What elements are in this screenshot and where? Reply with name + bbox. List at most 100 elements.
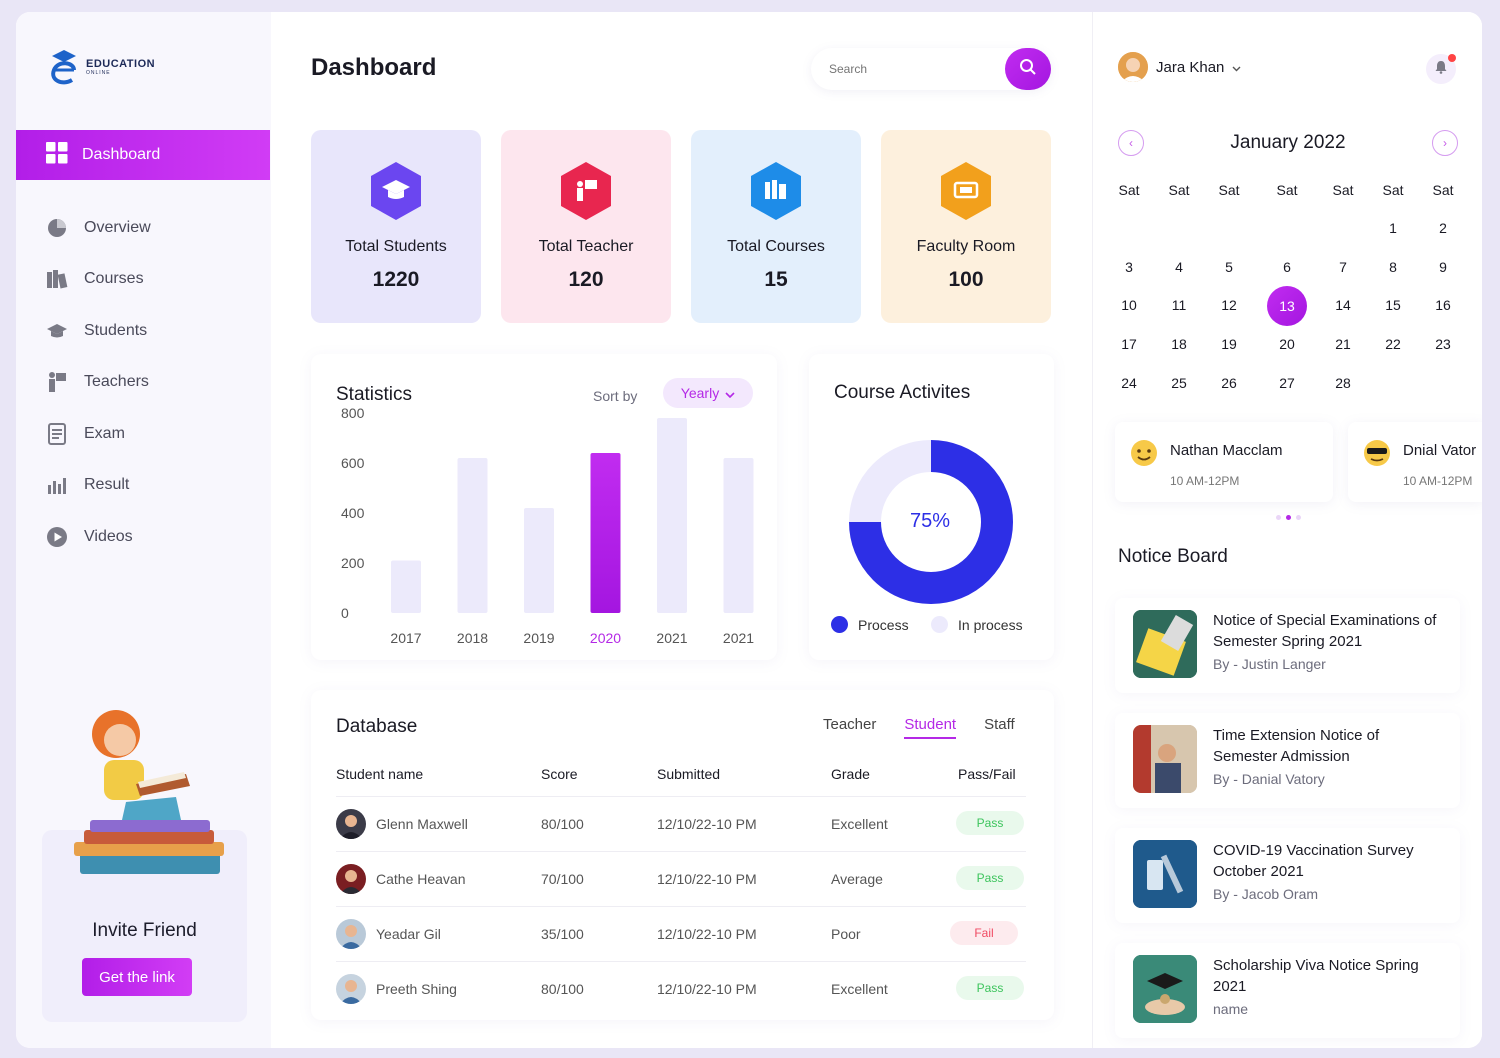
submitted: 12/10/22-10 PM — [657, 816, 757, 832]
statistics-panel: Statistics Sort by Yearly 800 600 400 200 0 2… — [311, 354, 777, 660]
table-row[interactable]: Yeadar Gil 35/100 12/10/22-10 PM Poor Fa… — [336, 906, 1026, 961]
calendar-day[interactable]: 21 — [1335, 336, 1351, 353]
tab-staff[interactable]: Staff — [984, 716, 1015, 733]
calendar-day[interactable]: 17 — [1121, 336, 1137, 353]
calendar-day[interactable]: 24 — [1121, 374, 1137, 391]
calendar-day[interactable]: 22 — [1385, 336, 1401, 353]
calendar-day[interactable]: 15 — [1385, 297, 1401, 314]
sidebar-item-overview[interactable]: Overview — [46, 202, 151, 254]
calendar-day[interactable]: 27 — [1279, 374, 1295, 391]
card-value: 1220 — [372, 268, 420, 291]
pager-dot[interactable] — [1295, 515, 1301, 520]
table-row[interactable]: Glenn Maxwell 80/100 12/10/22-10 PM Exce… — [336, 796, 1026, 851]
donut-slice-process[interactable] — [849, 440, 1013, 604]
status-badge: Pass — [956, 866, 1024, 890]
grade: Excellent — [831, 981, 888, 997]
avatar — [336, 974, 366, 1004]
sidebar-item-courses[interactable]: Courses — [46, 254, 151, 306]
bell-icon — [1435, 60, 1447, 79]
brand-sub: ONLINE — [86, 70, 111, 76]
event-card[interactable]: Nathan Macclam 10 AM-12PM — [1115, 422, 1333, 502]
weekday-label: Sat — [1382, 182, 1404, 198]
y-tick-label: 800 — [341, 405, 365, 421]
event-card[interactable]: Dnial Vator 10 AM-12PM — [1348, 422, 1482, 502]
sidebar-item-teachers[interactable]: Teachers — [46, 357, 151, 409]
calendar-day[interactable]: 11 — [1171, 297, 1187, 314]
course-activities-panel: Course Activites 75% Process In process — [809, 354, 1054, 660]
calendar-day[interactable]: 16 — [1435, 297, 1451, 314]
calendar-day[interactable]: 19 — [1221, 336, 1237, 353]
brand-name: EDUCATION — [86, 58, 156, 70]
calendar-day[interactable]: 25 — [1171, 374, 1187, 391]
weekday-label: Sat — [1332, 182, 1354, 198]
bar[interactable] — [524, 508, 554, 613]
column-header: Pass/Fail — [958, 766, 1016, 782]
pager-dot-active[interactable] — [1285, 515, 1291, 520]
calendar-day[interactable]: 8 — [1389, 258, 1397, 275]
sidebar-item-result[interactable]: Result — [46, 460, 151, 512]
user-menu[interactable]: Jara Khan — [1118, 52, 1241, 82]
calendar-day[interactable]: 23 — [1435, 336, 1451, 353]
database-panel: Database Teacher Student Staff Student n… — [311, 690, 1054, 1020]
calendar-day-selected[interactable]: 13 — [1267, 286, 1307, 327]
calendar-day[interactable]: 26 — [1221, 374, 1237, 391]
sidebar-item-students[interactable]: Students — [46, 305, 151, 357]
notice-title: Scholarship Viva Notice Spring 2021 — [1213, 957, 1419, 995]
teacher-icon — [561, 162, 611, 220]
calendar-day[interactable]: 7 — [1339, 258, 1347, 275]
notice-item[interactable]: COVID-19 Vaccination Survey October 2021… — [1115, 828, 1460, 923]
calendar-day[interactable]: 5 — [1225, 258, 1233, 275]
table-row[interactable]: Cathe Heavan 70/100 12/10/22-10 PM Avera… — [336, 851, 1026, 906]
get-link-button[interactable]: Get the link — [82, 958, 192, 996]
sidebar-item-videos[interactable]: Videos — [46, 511, 151, 563]
calendar-day[interactable]: 6 — [1283, 258, 1291, 275]
app-frame: EDUCATION ONLINE Dashboard Overview Cour… — [16, 12, 1482, 1048]
sidebar-item-exam[interactable]: Exam — [46, 408, 151, 460]
table-row[interactable]: Preeth Shing 80/100 12/10/22-10 PM Excel… — [336, 961, 1026, 1016]
student-name: Yeadar Gil — [376, 926, 441, 942]
calendar-day[interactable]: 9 — [1439, 258, 1447, 275]
calendar-day[interactable]: 20 — [1279, 336, 1295, 353]
x-tick-label: 2017 — [390, 630, 421, 646]
bar[interactable] — [457, 458, 488, 613]
stat-card-teacher[interactable]: Total Teacher 120 — [501, 130, 671, 323]
calendar-day[interactable]: 10 — [1121, 297, 1137, 314]
calendar-prev-button[interactable]: ‹ — [1118, 130, 1144, 156]
notification-button[interactable] — [1426, 54, 1456, 84]
notice-item[interactable]: Scholarship Viva Notice Spring 2021 name — [1115, 943, 1460, 1038]
logo[interactable]: EDUCATION ONLINE — [46, 48, 155, 86]
calendar-day[interactable]: 4 — [1175, 258, 1183, 275]
stat-card-courses[interactable]: Total Courses 15 — [691, 130, 861, 323]
stat-card-faculty[interactable]: Faculty Room 100 — [881, 130, 1051, 323]
course-donut-chart — [849, 440, 1013, 604]
calendar-day[interactable]: 1 — [1389, 220, 1397, 236]
statistics-bar-chart: 800 600 400 200 0 2017 2018 2019 2020 2021 2021 — [341, 405, 754, 646]
calendar-day[interactable]: 3 — [1125, 258, 1133, 275]
pager-dot[interactable] — [1275, 515, 1281, 520]
bar[interactable] — [723, 458, 754, 613]
student-name: Cathe Heavan — [376, 871, 466, 887]
calendar-next-button[interactable]: › — [1432, 130, 1458, 156]
cool-emoji-icon — [1362, 438, 1392, 468]
bar[interactable] — [657, 418, 687, 613]
sidebar-item-dashboard[interactable]: Dashboard — [16, 130, 270, 180]
search-button[interactable] — [1005, 48, 1051, 90]
submitted: 12/10/22-10 PM — [657, 981, 757, 997]
search-input[interactable] — [829, 59, 989, 79]
calendar-day[interactable]: 28 — [1335, 374, 1351, 391]
bar[interactable] — [391, 560, 421, 614]
notice-item[interactable]: Notice of Special Examinations of Semest… — [1115, 598, 1460, 693]
calendar-day[interactable]: 12 — [1221, 297, 1237, 314]
weekday-label: Sat — [1276, 182, 1298, 198]
y-tick-label: 0 — [341, 605, 349, 621]
bar[interactable] — [590, 453, 621, 613]
tab-teacher[interactable]: Teacher — [823, 716, 877, 733]
notice-item[interactable]: Time Extension Notice of Semester Admiss… — [1115, 713, 1460, 808]
stat-card-students[interactable]: Total Students 1220 — [311, 130, 481, 323]
calendar-day[interactable]: 18 — [1171, 336, 1187, 353]
calendar-day[interactable]: 14 — [1335, 297, 1351, 314]
card-label: Total Teacher — [538, 238, 634, 255]
tab-student[interactable]: Student — [904, 716, 957, 739]
calendar-day[interactable]: 2 — [1439, 220, 1447, 236]
sort-dropdown[interactable]: Yearly — [663, 378, 753, 408]
